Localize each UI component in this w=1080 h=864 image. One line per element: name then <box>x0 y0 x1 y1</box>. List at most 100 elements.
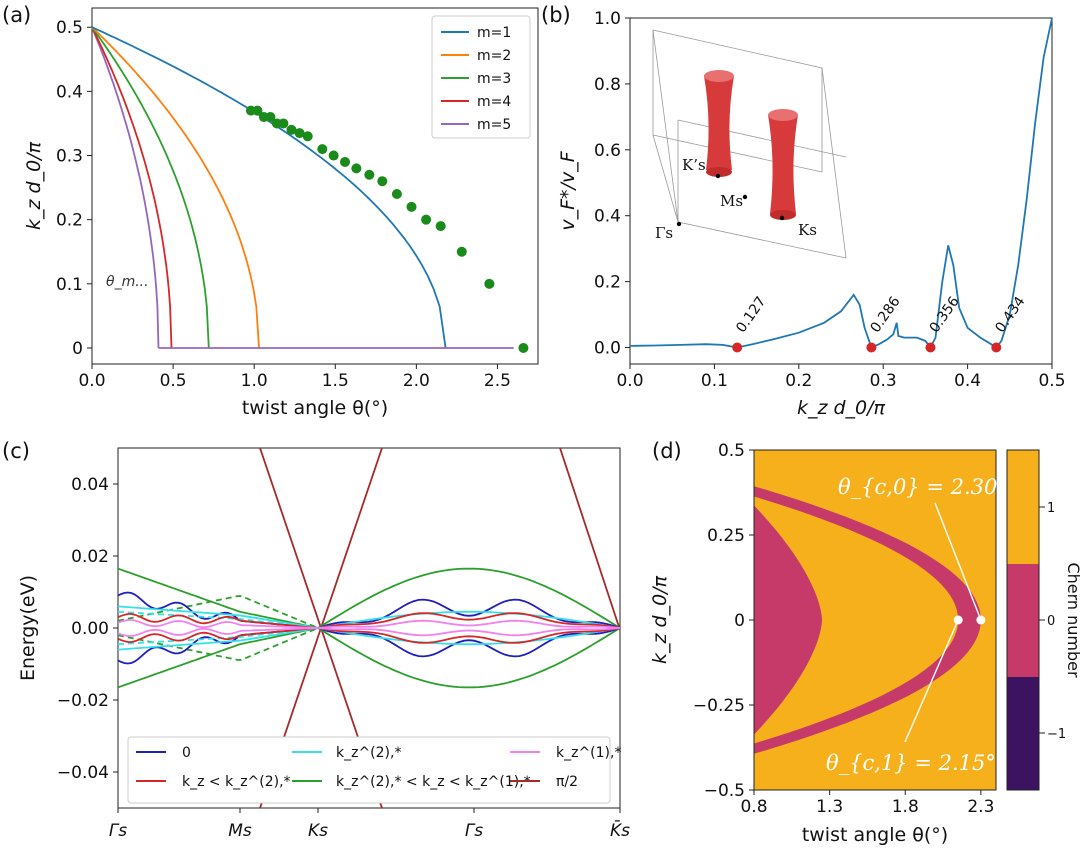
x-tick-label: 1.3 <box>816 797 843 817</box>
panel-a-ylabel: k_z d_0/π <box>23 141 45 230</box>
inset-cylinder-1-bottom <box>706 167 732 177</box>
band-blue <box>317 598 620 629</box>
scatter-point <box>294 128 305 139</box>
zero-point <box>925 342 936 353</box>
y-tick-label: 0.2 <box>56 211 83 231</box>
panel-label-d: (d) <box>652 439 682 463</box>
x-tick-label: Γs <box>465 821 483 841</box>
scatter-point <box>456 246 467 257</box>
scatter-point <box>317 144 328 155</box>
y-tick-label: 0.1 <box>56 275 83 295</box>
panel-b-inset: K’s Ms Γs Ks <box>652 29 847 259</box>
zero-point-label: 0.356 <box>927 294 963 336</box>
band-cyan-left-dashed <box>118 610 319 629</box>
y-tick-label: 0.5 <box>56 18 83 38</box>
zero-point <box>991 342 1002 353</box>
scatter-point <box>286 124 297 135</box>
y-tick-label: 0.02 <box>71 547 109 567</box>
panel-d-xlabel: twist angle θ(°) <box>802 824 948 846</box>
scatter-point <box>265 112 276 123</box>
x-tick-label: 0.3 <box>870 371 897 391</box>
legend-label-m4: m=4 <box>477 94 511 110</box>
x-tick-label: 0.4 <box>954 371 981 391</box>
band-pi-half <box>559 448 620 631</box>
x-tick-label: 1.5 <box>322 371 349 391</box>
inset-point-gamma <box>676 221 682 227</box>
colorbar-tick-label: 1 <box>1047 501 1055 516</box>
y-tick-label: 0.4 <box>594 207 621 227</box>
band-green-left <box>118 627 319 689</box>
panel-c: 0.04 0.02 0.00 −0.02 −0.04 Γs Ms Ks Γs K̄s 0 k_z … <box>17 447 630 841</box>
x-tick-label: 0.2 <box>785 371 812 391</box>
panel-a-legend: m=1 m=2 m=3 m=4 m=5 <box>431 15 531 139</box>
band-pink <box>317 627 620 637</box>
panel-c-legend: 0 k_z < k_z^(2),* k_z^(2),* k_z^(2),* < … <box>127 736 621 804</box>
y-tick-label: 0.8 <box>594 75 621 95</box>
x-tick-label: 2.5 <box>484 371 511 391</box>
panel-c-legend-label-5: π/2 <box>556 774 578 790</box>
band-cyan <box>317 610 620 629</box>
inset-cylinder-2 <box>768 115 798 214</box>
colorbar-segment-minus1 <box>1007 677 1039 790</box>
zero-point-label: 0.434 <box>992 294 1028 336</box>
x-tick-label: 1.0 <box>241 371 268 391</box>
legend-box <box>431 15 531 139</box>
band-green <box>317 627 620 689</box>
panel-d-annotations: θ_{c,0} = 2.30° θ_{c,1} = 2.15° <box>826 475 1008 775</box>
band-cyan-left-dashed <box>118 627 319 646</box>
panel-c-legend-label-0: 0 <box>182 745 191 761</box>
x-tick-label: 2.3 <box>967 797 994 817</box>
x-tick-label: Ks <box>308 821 328 841</box>
scatter-point <box>302 131 313 142</box>
line-m5 <box>91 26 160 349</box>
legend-label-m2: m=2 <box>477 48 511 64</box>
annotation-c0: θ_{c,0} = 2.30° <box>838 475 1008 499</box>
inset-point-ks <box>779 215 785 221</box>
panel-c-lines <box>118 448 620 808</box>
inset-point-k <box>715 173 721 179</box>
x-tick-label: 0.1 <box>701 371 728 391</box>
x-tick-label: 0.8 <box>740 797 767 817</box>
scatter-point <box>278 118 289 129</box>
y-tick-label: 0 <box>734 611 745 631</box>
panel-d: 0.8 1.3 1.8 2.3 0.5 0.25 0 −0.25 −0.5 θ_{c,0} = … <box>649 441 1080 846</box>
band-blue <box>317 627 620 658</box>
inset-edge-3 <box>652 134 823 173</box>
panel-label-b: (b) <box>541 3 571 27</box>
scatter-point <box>364 169 375 180</box>
inset-cylinder-1-top <box>704 70 734 82</box>
band-red-left <box>118 613 319 629</box>
panel-c-legend-label-1: k_z < k_z^(2),* <box>182 774 291 790</box>
band-cyan-left <box>118 605 319 629</box>
scatter-point <box>518 342 529 353</box>
y-tick-label: 1.0 <box>594 9 621 29</box>
scatter-point <box>406 201 417 212</box>
colorbar-segment-1 <box>1007 450 1039 564</box>
scatter-point <box>351 163 362 174</box>
panel-c-ticks: 0.04 0.02 0.00 −0.02 −0.04 Γs Ms Ks Γs K̄s <box>57 475 630 841</box>
marked-point-c0 <box>976 615 986 625</box>
band-red <box>317 627 620 644</box>
scatter-point <box>421 214 432 225</box>
inset-edge-5 <box>677 119 847 158</box>
y-tick-label: −0.04 <box>57 763 109 783</box>
panel-d-ylabel: k_z d_0/π <box>649 575 671 664</box>
x-tick-label: 0.0 <box>616 371 643 391</box>
inset-label-k: K’s <box>682 156 706 174</box>
y-tick-label: 0.5 <box>718 441 745 461</box>
panel-a-ticks: 0.0 0.5 1.0 1.5 2.0 2.5 0 0.1 0.2 0.3 0.4 0.5 <box>56 18 511 391</box>
panel-c-legend-label-2: k_z^(2),* <box>336 745 401 761</box>
y-tick-label: −0.25 <box>693 696 745 716</box>
scatter-point <box>252 105 263 116</box>
annotation-line-c0 <box>934 502 982 621</box>
zero-point-label: 0.127 <box>733 294 769 336</box>
scatter-point <box>328 150 339 161</box>
x-tick-label: 0.5 <box>160 371 187 391</box>
colorbar: 1 0 −1 Chern number <box>1006 449 1080 791</box>
vf-curve <box>629 17 1053 350</box>
marked-point-c1 <box>953 615 963 625</box>
scatter-point <box>340 156 351 167</box>
panel-b-frame <box>629 17 1053 365</box>
panel-b-ticks: 0.0 0.1 0.2 0.3 0.4 0.5 0.0 0.2 0.4 0.6 0.8 1.0 <box>594 9 1066 391</box>
